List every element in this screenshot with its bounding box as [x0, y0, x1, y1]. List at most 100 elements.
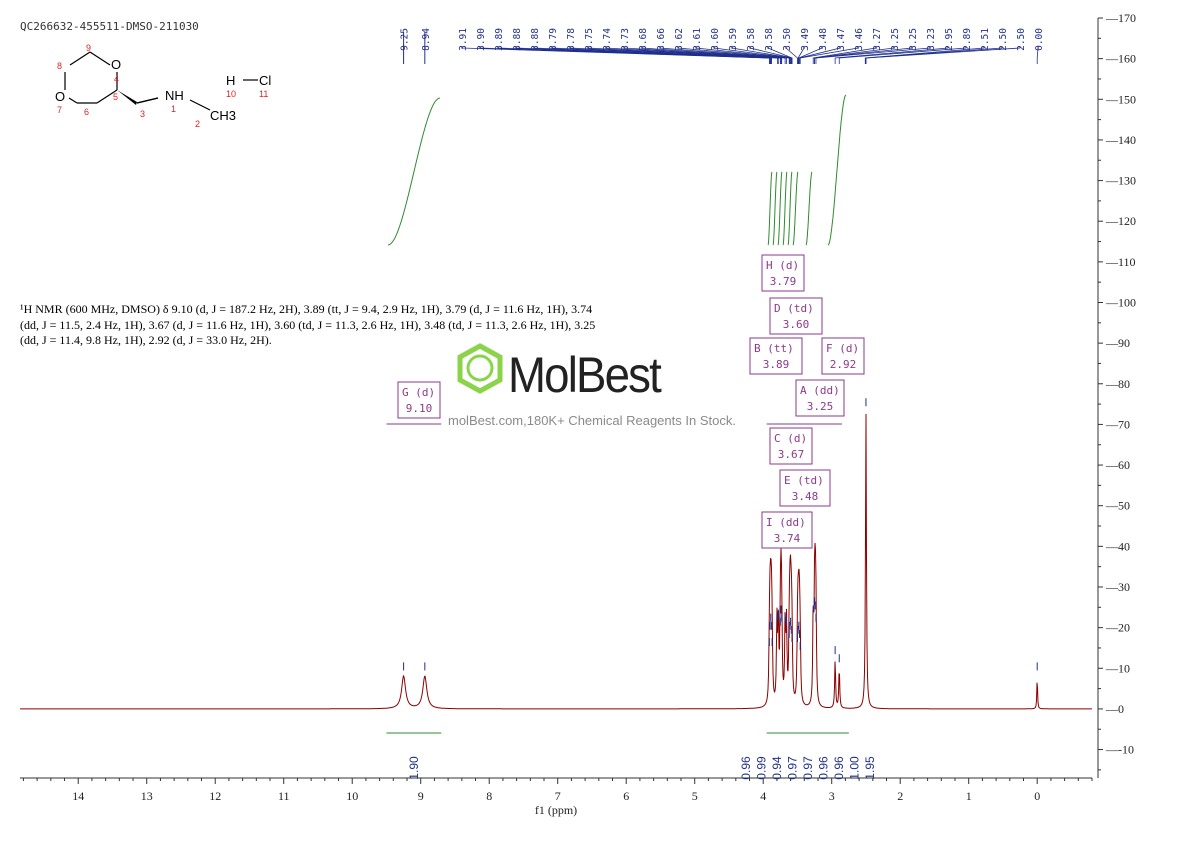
y-tick-label: —40 — [1105, 539, 1130, 553]
multiplet-shift: 3.79 — [770, 275, 797, 288]
peak-label: 3.73 — [620, 28, 631, 51]
y-tick-label: —50 — [1105, 499, 1130, 513]
peak-label-leader — [641, 46, 786, 64]
multiplet-shift: 3.60 — [783, 318, 810, 331]
x-tick-label: 3 — [829, 789, 835, 803]
peak-label: 3.79 — [548, 28, 559, 51]
multiplet-box — [749, 337, 803, 375]
multiplet-box — [397, 381, 441, 419]
y-tick-label: —70 — [1105, 417, 1130, 431]
peak-label-leader — [797, 46, 805, 64]
peak-label-leader — [798, 46, 823, 64]
atom-number: 6 — [84, 107, 89, 117]
multiplet-box — [761, 254, 805, 292]
atom-number: 8 — [57, 61, 62, 71]
x-tick-label: 9 — [418, 789, 424, 803]
peak-label: 3.47 — [836, 28, 847, 51]
multiplet-label: C (d) — [774, 432, 807, 445]
integral-value: 1.90 — [407, 756, 421, 780]
integral-value: 0.96 — [817, 756, 831, 780]
atom-NH: NH — [165, 88, 184, 103]
multiplet-shift: 3.74 — [774, 532, 801, 545]
y-tick-label: —120 — [1105, 214, 1136, 228]
y-tick-label: —160 — [1105, 52, 1136, 66]
peak-label-leader — [799, 46, 859, 64]
integral-curve — [792, 171, 799, 246]
peak-label-leader — [677, 46, 790, 64]
integral-curve — [782, 171, 788, 246]
multiplet-label: A (dd) — [800, 384, 840, 397]
integral-value: 0.99 — [755, 756, 769, 780]
x-tick-label: 7 — [555, 789, 561, 803]
y-tick-label: —140 — [1105, 133, 1136, 147]
peak-label: 3.91 — [458, 28, 469, 51]
integral-curve — [805, 171, 813, 246]
atom-number: 1 — [171, 104, 176, 114]
integral-curve — [827, 94, 847, 246]
peak-label: 8.94 — [421, 28, 432, 51]
spectrum-trace — [20, 413, 1092, 710]
x-tick-label: 11 — [278, 789, 290, 803]
multiplet-box — [795, 379, 845, 417]
y-tick-label: —150 — [1105, 92, 1136, 106]
multiplet-label: D (td) — [774, 302, 814, 315]
peak-label-leader — [838, 46, 967, 64]
x-tick-label: 4 — [760, 789, 766, 803]
multiplet-box — [761, 511, 813, 549]
peak-label: 3.48 — [818, 28, 829, 51]
integral-value: 1.95 — [863, 756, 877, 780]
peak-label: 3.89 — [494, 28, 505, 51]
atom-number: 4 — [114, 74, 119, 84]
atom-H: H — [226, 73, 235, 88]
peak-label-leader — [864, 46, 985, 64]
peak-label: 3.75 — [584, 28, 595, 51]
atom-number: 3 — [140, 109, 145, 119]
integral-curve — [787, 171, 793, 246]
integral-value: 0.96 — [739, 756, 753, 780]
peak-label-leader — [814, 46, 913, 64]
multiplet-shift: 3.89 — [763, 358, 790, 371]
peak-label: 0.00 — [1034, 28, 1045, 51]
multiplet-box — [769, 427, 813, 465]
peak-label: 3.58 — [746, 28, 757, 51]
x-tick-label: 0 — [1034, 789, 1040, 803]
peak-label: 3.25 — [908, 28, 919, 51]
y-tick-label: —80 — [1105, 377, 1130, 391]
multiplet-shift: 3.67 — [778, 448, 805, 461]
watermark-url: molBest.com,180K+ Chemical Reagents In S… — [448, 413, 736, 428]
peak-label-leader — [713, 46, 792, 64]
peak-label-leader — [767, 46, 793, 64]
peak-label-leader — [695, 46, 791, 64]
multiplet-label: B (tt) — [754, 342, 794, 355]
multiplet-shift: 3.48 — [792, 490, 819, 503]
peak-label: 3.90 — [476, 28, 487, 51]
multiplet-box — [779, 469, 831, 507]
y-tick-label: —-10 — [1105, 743, 1134, 757]
atom-number: 7 — [57, 105, 62, 115]
multiplet-shift: 3.25 — [807, 400, 834, 413]
peak-label: 3.23 — [926, 28, 937, 51]
peak-label-leader — [834, 46, 949, 64]
integral-curve — [387, 97, 441, 246]
x-tick-label: 5 — [692, 789, 698, 803]
sample-id: QC266632-455511-DMSO-211030 — [20, 20, 199, 33]
peak-label: 3.27 — [872, 28, 883, 51]
atom-number: 5 — [113, 92, 118, 102]
peak-label: 3.68 — [638, 28, 649, 51]
peak-label: 3.50 — [782, 28, 793, 51]
peak-label: 3.74 — [602, 28, 613, 51]
y-tick-label: —100 — [1105, 295, 1136, 309]
peak-label: 3.25 — [890, 28, 901, 51]
atom-number: 10 — [226, 89, 236, 99]
peak-label-leader — [623, 46, 783, 64]
peak-label: 3.88 — [512, 28, 523, 51]
integral-value: 0.97 — [801, 756, 815, 780]
peak-label-leader — [533, 46, 772, 64]
x-tick-label: 13 — [141, 789, 153, 803]
peak-label-leader — [812, 46, 877, 64]
peak-label-leader — [731, 46, 792, 64]
peak-label: 3.60 — [710, 28, 721, 51]
integral-curve — [777, 171, 783, 246]
chemical-structure: O O NH CH3 H Cl 1 2 3 4 5 6 7 8 9 10 11 — [55, 43, 271, 129]
